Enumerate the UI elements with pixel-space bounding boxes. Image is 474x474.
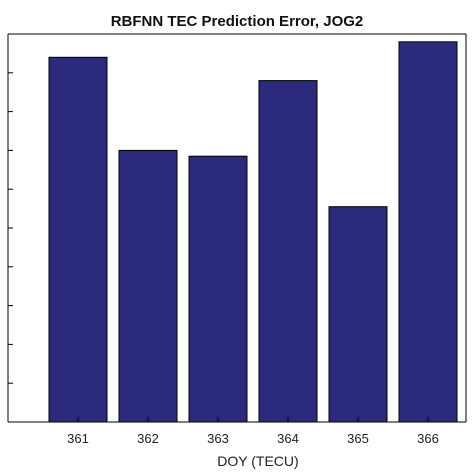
- chart-title: RBFNN TEC Prediction Error, JOG2: [111, 13, 364, 30]
- x-tick-label: 365: [347, 431, 369, 446]
- x-tick-label: 363: [207, 431, 229, 446]
- bar-364: [258, 80, 318, 423]
- x-tick-label: 366: [417, 431, 439, 446]
- bar-365: [328, 206, 388, 423]
- x-ticks-group: 361 362 363 364 365 366: [67, 417, 439, 446]
- bars-group: [48, 41, 458, 423]
- x-tick-label: 361: [67, 431, 89, 446]
- bar-362: [118, 149, 178, 423]
- bar-363: [188, 155, 248, 423]
- plot-area: 361 362 363 364 365 366: [7, 33, 467, 446]
- x-tick-label: 362: [137, 431, 159, 446]
- bar-366: [398, 41, 458, 423]
- x-tick-label: 364: [277, 431, 299, 446]
- bar-361: [48, 56, 108, 423]
- y-ticks-group: [8, 33, 13, 423]
- x-axis-label: DOY (TECU): [217, 453, 298, 469]
